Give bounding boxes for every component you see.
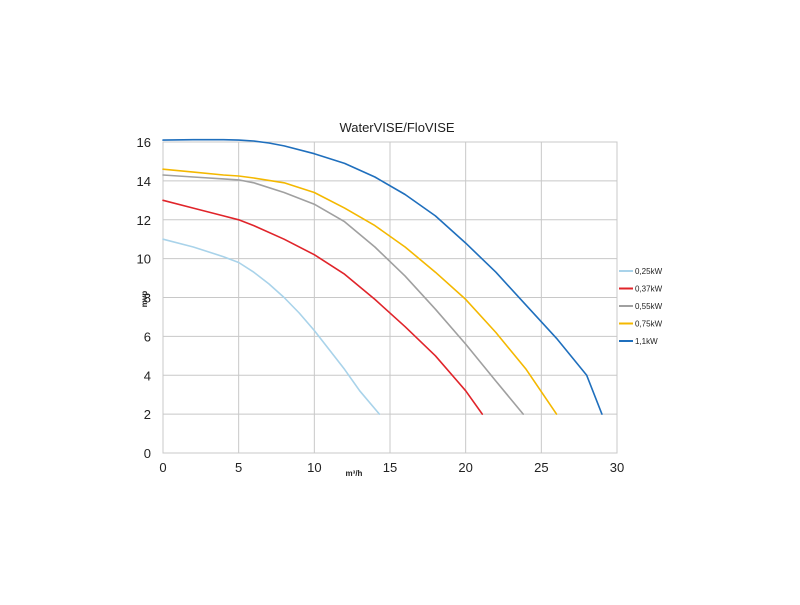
y-tick-label: 6 bbox=[144, 329, 151, 344]
legend-label: 0,37kW bbox=[635, 285, 663, 294]
series-line bbox=[162, 174, 525, 415]
legend-label: 0,75kW bbox=[635, 320, 663, 329]
y-tick-label: 8 bbox=[144, 291, 151, 306]
chart-title: WaterVISE/FloVISE bbox=[339, 120, 454, 135]
x-tick-label: 5 bbox=[235, 460, 242, 475]
y-tick-label: 2 bbox=[144, 407, 151, 422]
series-group bbox=[162, 138, 603, 415]
x-tick-label: 10 bbox=[307, 460, 321, 475]
y-tick-label: 12 bbox=[137, 213, 151, 228]
x-tick-label: 15 bbox=[383, 460, 397, 475]
legend: 0,25kW 0,37kW 0,55kW 0,75kW 1,1kW bbox=[619, 267, 663, 346]
series-line bbox=[162, 199, 484, 415]
y-tick-label: 0 bbox=[144, 446, 151, 461]
series-line bbox=[162, 138, 603, 415]
y-tick-label: 10 bbox=[137, 252, 151, 267]
grid bbox=[162, 141, 618, 454]
legend-label: 0,25kW bbox=[635, 267, 663, 276]
x-tick-label: 0 bbox=[159, 460, 166, 475]
series-line bbox=[162, 238, 381, 415]
y-tick-label: 16 bbox=[137, 135, 151, 150]
legend-label: 0,55kW bbox=[635, 302, 663, 311]
y-tick-label: 14 bbox=[137, 174, 151, 189]
legend-label: 1,1kW bbox=[635, 337, 658, 346]
axes: 0 5 10 15 20 25 30 0 2 4 6 8 10 12 14 16 bbox=[137, 135, 625, 475]
series-line bbox=[162, 168, 558, 415]
x-tick-label: 20 bbox=[458, 460, 472, 475]
y-axis-label: mvp bbox=[140, 291, 149, 308]
x-axis-label: m³/h bbox=[346, 469, 363, 478]
y-tick-label: 4 bbox=[144, 368, 151, 383]
x-tick-label: 25 bbox=[534, 460, 548, 475]
x-tick-label: 30 bbox=[610, 460, 624, 475]
